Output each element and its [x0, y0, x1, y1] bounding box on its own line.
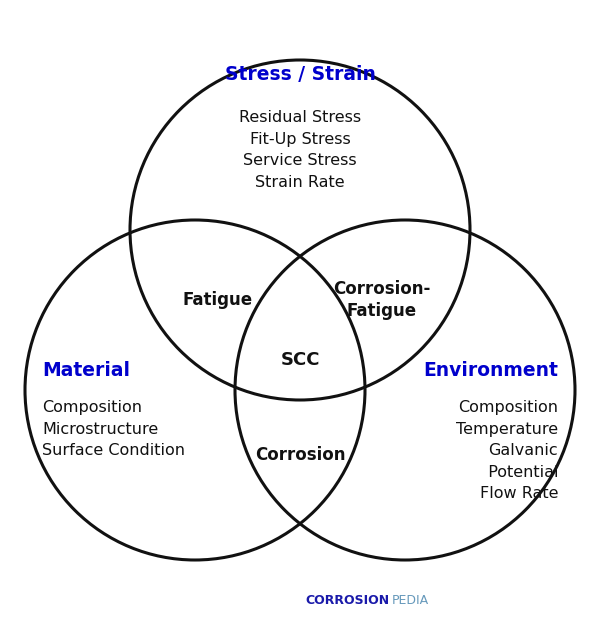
Text: SCC: SCC: [280, 351, 320, 369]
Text: Corrosion: Corrosion: [255, 446, 345, 464]
Text: CORROSION: CORROSION: [306, 593, 390, 607]
Text: Fatigue: Fatigue: [183, 291, 253, 309]
Text: Residual Stress
Fit-Up Stress
Service Stress
Strain Rate: Residual Stress Fit-Up Stress Service St…: [239, 110, 361, 190]
Text: PEDIA: PEDIA: [392, 593, 429, 607]
Text: Composition
Temperature
Galvanic
  Potential
Flow Rate: Composition Temperature Galvanic Potenti…: [456, 400, 558, 501]
Text: Environment: Environment: [423, 360, 558, 379]
Text: Material: Material: [42, 360, 130, 379]
Text: Stress / Strain: Stress / Strain: [224, 66, 376, 85]
Text: Corrosion-
Fatigue: Corrosion- Fatigue: [334, 279, 431, 320]
Text: Composition
Microstructure
Surface Condition: Composition Microstructure Surface Condi…: [42, 400, 185, 458]
